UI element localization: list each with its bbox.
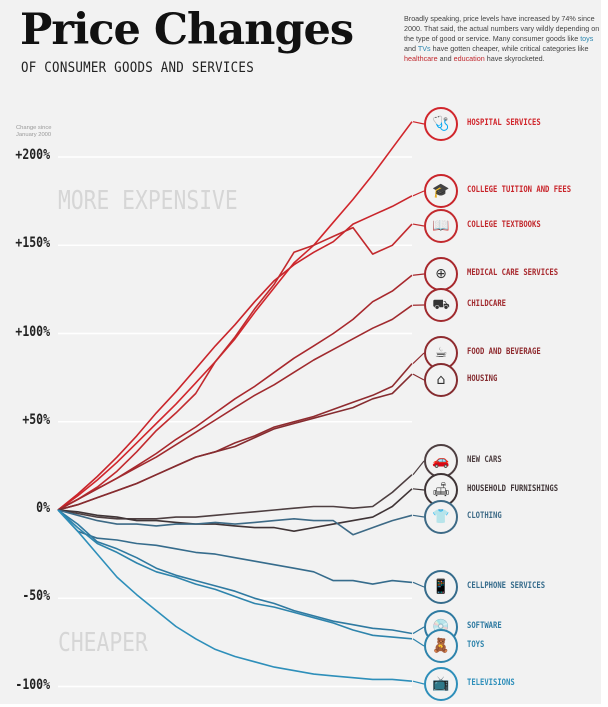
series-line-software <box>57 509 413 635</box>
series-label: COLLEGE TUITION AND FEES <box>467 185 572 195</box>
series-connector <box>412 514 425 518</box>
shirt-icon: 👕 <box>432 509 450 525</box>
series-label: TELEVISIONS <box>467 678 515 688</box>
series-badge: ⛟ <box>424 288 458 322</box>
series-connector <box>412 488 425 491</box>
series-label: CHILDCARE <box>467 299 507 309</box>
series-connector <box>412 626 425 635</box>
series-connector <box>412 581 425 588</box>
series-line-new-cars <box>57 474 413 520</box>
series-connector <box>412 638 425 647</box>
intro-highlight-blue: toys <box>580 33 594 43</box>
intro-text: Broadly speaking, price levels have incr… <box>404 14 600 43</box>
series-badge: 📱 <box>424 570 458 604</box>
series-badge: 🧸 <box>424 629 458 663</box>
intro-highlight-red: education <box>453 53 485 63</box>
series-line-toys <box>57 509 413 640</box>
sofa-icon: 🛋 <box>432 482 450 498</box>
series-line-medical-care-services <box>57 274 413 511</box>
series-line-household-furnishings <box>57 488 413 533</box>
series-connector <box>412 190 425 197</box>
series-badge: 🚗 <box>424 444 458 478</box>
series-connector <box>412 680 425 685</box>
series-connector <box>412 460 425 476</box>
intro-text: and <box>437 53 454 63</box>
toy-icon: 🧸 <box>432 638 450 654</box>
intro-paragraph: Broadly speaking, price levels have incr… <box>404 14 604 64</box>
series-badge: ⊕ <box>424 257 458 291</box>
series-line-hospital-services <box>57 121 413 511</box>
stroller-icon: ⛟ <box>432 297 450 313</box>
series-label: TOYS <box>467 640 485 650</box>
series-label: HOSPITAL SERVICES <box>467 118 541 128</box>
series-label: HOUSEHOLD FURNISHINGS <box>467 484 559 494</box>
phone-icon: 📱 <box>432 579 450 595</box>
series-badge: 📺 <box>424 667 458 701</box>
series-badge: 👕 <box>424 500 458 534</box>
medical-bag-icon: ⊕ <box>435 266 447 282</box>
zone-label-more-expensive: MORE EXPENSIVE <box>58 186 238 216</box>
series-connector <box>412 121 425 125</box>
intro-text: have skyrocketed. <box>484 53 545 63</box>
series-badge: 🩺 <box>424 107 458 141</box>
intro-text: have gotten cheaper, while critical cate… <box>430 43 589 53</box>
intro-text: and <box>404 43 418 53</box>
series-badge: 📖 <box>424 209 458 243</box>
series-label: FOOD AND BEVERAGE <box>467 347 541 357</box>
series-label: CELLPHONE SERVICES <box>467 581 546 591</box>
series-badge: 🎓 <box>424 174 458 208</box>
series-connector <box>412 223 425 227</box>
y-tick-label: -50% <box>22 588 50 605</box>
zone-label-cheaper: CHEAPER <box>58 628 148 658</box>
series-line-college-tuition-and-fees <box>57 195 413 511</box>
television-icon: 📺 <box>432 676 450 692</box>
hospital-iv-icon: 🩺 <box>432 116 450 132</box>
series-label: CLOTHING <box>467 511 502 521</box>
series-connector <box>412 373 425 381</box>
y-tick-label: +100% <box>15 323 50 340</box>
series-label: MEDICAL CARE SERVICES <box>467 268 559 278</box>
series-connector <box>412 352 425 364</box>
series-label: NEW CARS <box>467 455 502 465</box>
series-line-cellphone-services <box>57 509 413 585</box>
food-icon: ☕ <box>434 345 448 361</box>
series-line-clothing <box>57 509 413 536</box>
intro-highlight-blue: TVs <box>417 43 431 53</box>
series-label: SOFTWARE <box>467 621 502 631</box>
page-subtitle: OF CONSUMER GOODS AND SERVICES <box>21 60 254 76</box>
y-tick-label: +50% <box>22 411 50 428</box>
series-line-housing <box>57 373 413 511</box>
series-badge: ⌂ <box>424 363 458 397</box>
car-icon: 🚗 <box>432 453 450 469</box>
y-axis-label: Change since January 2000 <box>16 125 52 138</box>
y-tick-label: +200% <box>15 147 50 163</box>
series-line-college-textbooks <box>57 223 413 511</box>
y-tick-label: -100% <box>15 676 50 693</box>
intro-highlight-red: healthcare <box>404 53 438 63</box>
series-label: HOUSING <box>467 374 498 384</box>
y-tick-label: +150% <box>15 235 50 252</box>
graduation-cap-icon: 🎓 <box>432 183 450 199</box>
series-connector <box>412 273 425 276</box>
book-icon: 📖 <box>432 218 450 234</box>
series-line-childcare <box>57 304 413 511</box>
series-label: COLLEGE TEXTBOOKS <box>467 220 541 230</box>
y-tick-label: 0% <box>36 500 50 516</box>
house-icon: ⌂ <box>436 372 446 388</box>
series-line-televisions <box>57 509 413 682</box>
series-line-food-and-beverage <box>57 362 413 511</box>
page-title: Price Changes <box>20 5 354 55</box>
